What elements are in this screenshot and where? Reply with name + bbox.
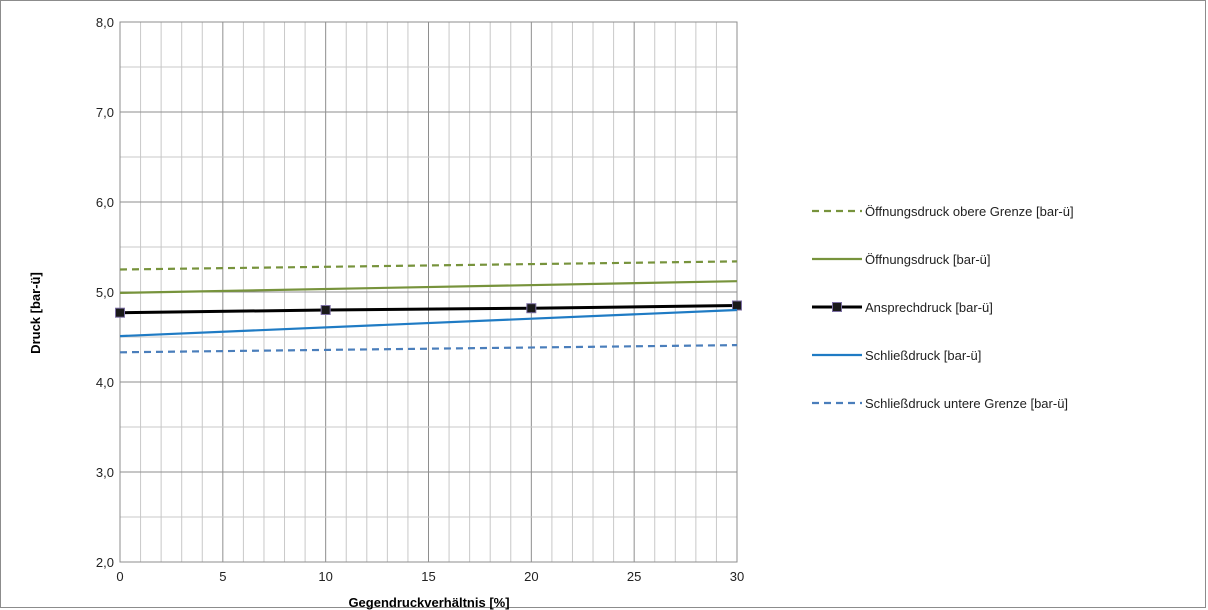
series-3-point bbox=[732, 300, 742, 311]
y-tick-label: 4,0 bbox=[96, 375, 114, 390]
legend-marker bbox=[832, 302, 842, 312]
series-4-line bbox=[119, 308, 738, 338]
y-tick-label: 7,0 bbox=[96, 105, 114, 120]
y-tick-label: 3,0 bbox=[96, 465, 114, 480]
x-tick-label: 20 bbox=[524, 569, 538, 584]
series-1-line bbox=[119, 260, 738, 271]
y-axis-title: Druck [bar-ü] bbox=[28, 272, 43, 354]
x-tick-label: 0 bbox=[116, 569, 123, 584]
legend-entry-label: Ansprechdruck [bar-ü] bbox=[865, 300, 993, 315]
series-3-line bbox=[119, 304, 738, 315]
legend-entry-label: Schließdruck [bar-ü] bbox=[865, 348, 981, 363]
x-tick-label: 5 bbox=[219, 569, 226, 584]
x-axis-title: Gegendruckverhältnis [%] bbox=[348, 595, 509, 610]
x-tick-label: 15 bbox=[421, 569, 435, 584]
grid bbox=[120, 22, 737, 562]
y-tick-label: 6,0 bbox=[96, 195, 114, 210]
tick-labels: 0 5 10 15 20 25 30 2,0 3,0 4,0 5,0 6,0 7,0 8,0 bbox=[96, 15, 744, 584]
legend-entry-label: Öffnungsdruck [bar-ü] bbox=[865, 252, 991, 267]
series-3-point bbox=[115, 307, 125, 318]
series-2-line bbox=[119, 280, 738, 294]
x-tick-label: 30 bbox=[730, 569, 744, 584]
legend: Öffnungsdruck obere Grenze [bar-ü] Öffnun… bbox=[812, 204, 1074, 411]
series-3-point bbox=[320, 305, 331, 315]
y-tick-label: 5,0 bbox=[96, 285, 114, 300]
x-tick-label: 10 bbox=[318, 569, 332, 584]
y-tick-label: 2,0 bbox=[96, 555, 114, 570]
series-3-point bbox=[526, 303, 537, 314]
legend-entry-label: Schließdruck untere Grenze [bar-ü] bbox=[865, 396, 1068, 411]
series-5-line bbox=[119, 344, 738, 354]
legend-entry-label: Öffnungsdruck obere Grenze [bar-ü] bbox=[865, 204, 1074, 219]
x-tick-label: 25 bbox=[627, 569, 641, 584]
series-layer bbox=[115, 260, 742, 354]
y-tick-label: 8,0 bbox=[96, 15, 114, 30]
